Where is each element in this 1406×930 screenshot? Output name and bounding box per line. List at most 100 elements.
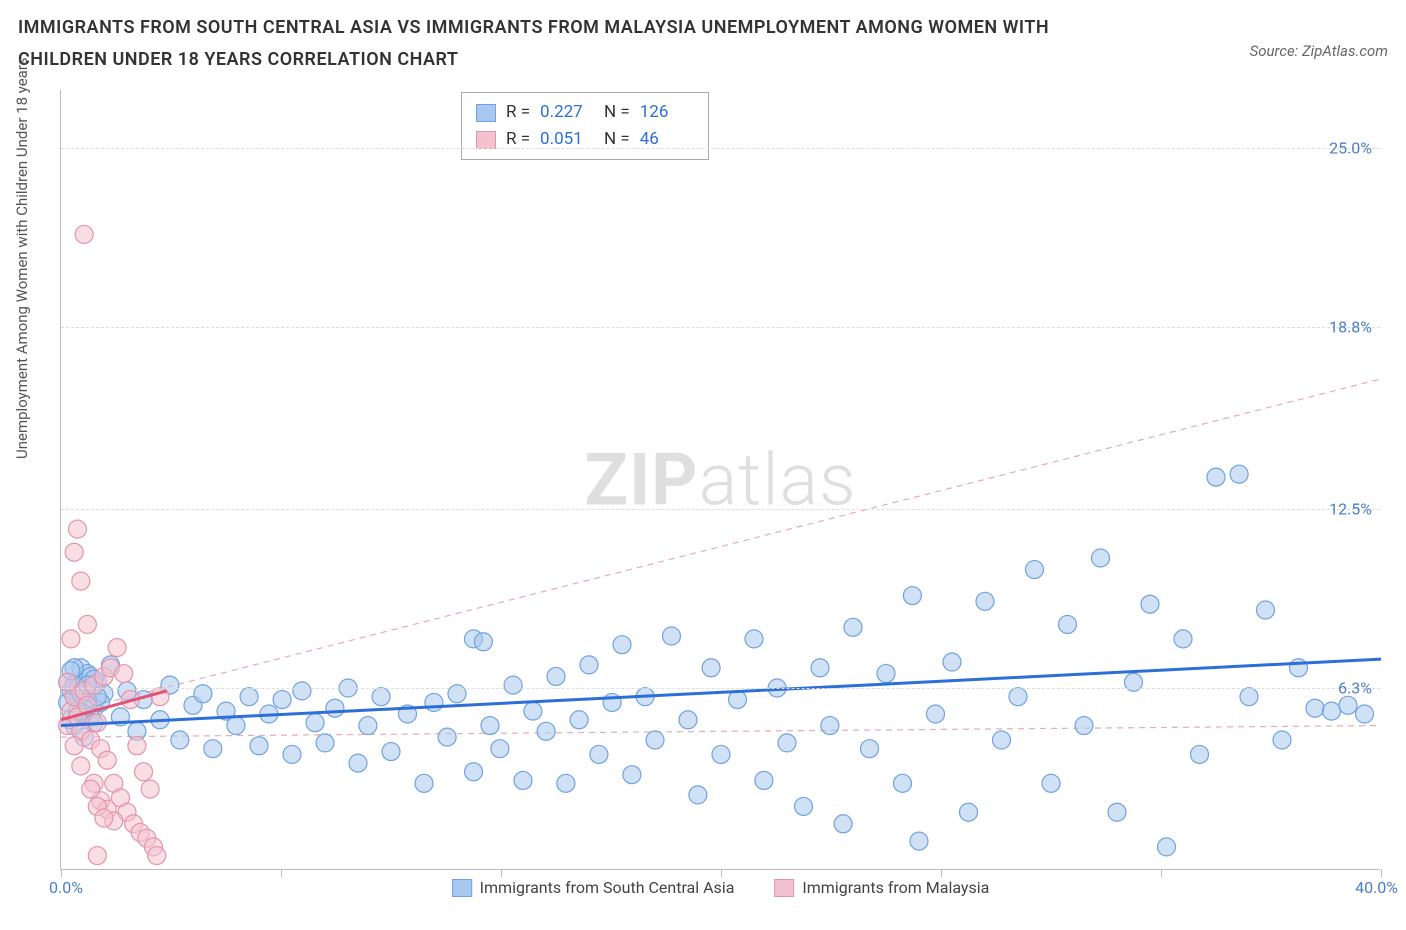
gridline <box>61 509 1380 510</box>
data-point-series-1 <box>811 659 829 677</box>
data-point-series-1 <box>1230 465 1248 483</box>
x-max-label: 40.0% <box>1355 878 1398 897</box>
data-point-series-1 <box>580 656 598 674</box>
data-point-series-1 <box>903 587 921 605</box>
data-point-series-1 <box>425 693 443 711</box>
data-point-series-1 <box>1273 731 1291 749</box>
data-point-series-1 <box>204 740 222 758</box>
data-point-series-1 <box>1075 717 1093 735</box>
data-point-series-2 <box>148 847 166 865</box>
data-point-series-1 <box>1356 705 1374 723</box>
data-point-series-1 <box>1009 688 1027 706</box>
bottom-legend: Immigrants from South Central Asia Immigr… <box>452 878 990 897</box>
y-tick-label: 25.0% <box>1329 138 1372 157</box>
data-point-series-2 <box>72 757 90 775</box>
data-point-series-1 <box>1059 615 1077 633</box>
data-point-series-1 <box>547 667 565 685</box>
x-tick <box>1381 869 1382 877</box>
data-point-series-1 <box>590 745 608 763</box>
gridline <box>61 688 1380 689</box>
data-point-series-1 <box>227 717 245 735</box>
x-min-label: 0.0% <box>49 878 83 897</box>
legend-item-2: Immigrants from Malaysia <box>774 878 989 897</box>
legend-swatch-2 <box>774 879 794 897</box>
data-point-series-1 <box>491 740 509 758</box>
data-point-series-2 <box>78 615 96 633</box>
gridline <box>61 148 1380 149</box>
data-point-series-1 <box>910 832 928 850</box>
data-point-series-1 <box>821 717 839 735</box>
data-point-series-2 <box>82 780 100 798</box>
data-point-series-1 <box>349 754 367 772</box>
data-point-series-1 <box>372 688 390 706</box>
data-point-series-2 <box>95 809 113 827</box>
data-point-series-1 <box>1257 601 1275 619</box>
data-point-series-1 <box>894 774 912 792</box>
data-point-series-1 <box>712 745 730 763</box>
data-point-series-1 <box>326 699 344 717</box>
data-point-series-2 <box>75 225 93 243</box>
data-point-series-2 <box>141 780 159 798</box>
data-point-series-1 <box>613 636 631 654</box>
ci-lower <box>61 726 1381 738</box>
data-point-series-1 <box>1174 630 1192 648</box>
y-tick-label: 6.3% <box>1338 679 1372 698</box>
data-point-series-1 <box>861 740 879 758</box>
data-point-series-1 <box>623 766 641 784</box>
data-point-series-2 <box>128 737 146 755</box>
ci-upper <box>61 379 1381 714</box>
data-point-series-1 <box>844 618 862 636</box>
x-tick <box>61 869 62 877</box>
data-point-series-1 <box>382 743 400 761</box>
data-point-series-2 <box>69 520 87 538</box>
data-point-series-1 <box>834 815 852 833</box>
data-point-series-1 <box>1092 549 1110 567</box>
data-point-series-1 <box>646 731 664 749</box>
x-tick <box>721 869 722 877</box>
data-point-series-1 <box>1306 699 1324 717</box>
data-point-series-2 <box>65 543 83 561</box>
data-point-series-1 <box>1240 688 1258 706</box>
data-point-series-1 <box>1191 745 1209 763</box>
data-point-series-1 <box>1207 468 1225 486</box>
y-tick-label: 12.5% <box>1329 499 1372 518</box>
data-point-series-1 <box>943 653 961 671</box>
data-point-series-1 <box>359 717 377 735</box>
data-point-series-1 <box>1042 774 1060 792</box>
data-point-series-2 <box>65 737 83 755</box>
legend-label-2: Immigrants from Malaysia <box>802 878 989 897</box>
source-prefix: Source: <box>1250 42 1302 60</box>
data-point-series-1 <box>504 676 522 694</box>
source-name: ZipAtlas.com <box>1302 42 1388 60</box>
data-point-series-1 <box>557 774 575 792</box>
data-point-series-1 <box>283 745 301 763</box>
data-point-series-1 <box>481 717 499 735</box>
data-point-series-2 <box>108 639 126 657</box>
plot-area: R = 0.227 N = 126 R = 0.051 N = 46 ZIPat… <box>60 90 1380 870</box>
data-point-series-1 <box>306 714 324 732</box>
data-point-series-1 <box>514 771 532 789</box>
data-point-series-1 <box>1158 838 1176 856</box>
data-point-series-1 <box>663 627 681 645</box>
data-point-series-1 <box>778 734 796 752</box>
x-tick <box>941 869 942 877</box>
data-point-series-1 <box>1323 702 1341 720</box>
data-point-series-2 <box>98 751 116 769</box>
data-point-series-1 <box>1339 696 1357 714</box>
data-point-series-1 <box>993 731 1011 749</box>
legend-label-1: Immigrants from South Central Asia <box>480 878 735 897</box>
data-point-series-1 <box>755 771 773 789</box>
data-point-series-1 <box>415 774 433 792</box>
data-point-series-1 <box>537 722 555 740</box>
data-point-series-1 <box>438 728 456 746</box>
data-point-series-1 <box>250 737 268 755</box>
legend-swatch-1 <box>452 879 472 897</box>
data-point-series-1 <box>927 705 945 723</box>
data-point-series-1 <box>877 665 895 683</box>
data-point-series-1 <box>273 691 291 709</box>
data-point-series-1 <box>240 688 258 706</box>
y-axis-label: Unemployment Among Women with Children U… <box>13 57 31 459</box>
data-point-series-1 <box>171 731 189 749</box>
data-point-series-2 <box>62 630 80 648</box>
data-point-series-1 <box>524 702 542 720</box>
